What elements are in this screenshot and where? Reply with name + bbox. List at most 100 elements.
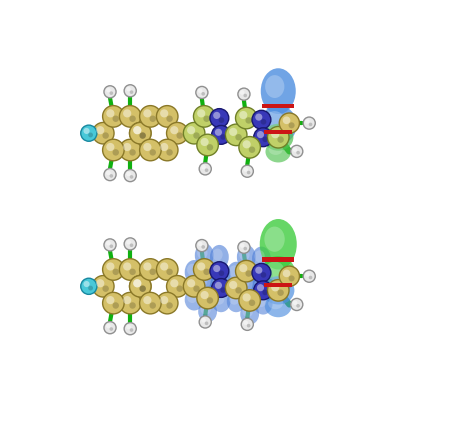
Circle shape [126, 87, 131, 91]
Circle shape [240, 90, 245, 95]
Ellipse shape [198, 272, 217, 296]
Ellipse shape [201, 275, 211, 288]
Circle shape [201, 138, 209, 146]
Circle shape [143, 262, 152, 271]
Circle shape [244, 94, 247, 97]
Circle shape [104, 239, 116, 251]
Circle shape [257, 284, 264, 291]
Circle shape [130, 243, 133, 247]
Circle shape [241, 318, 254, 330]
Circle shape [252, 264, 271, 282]
Circle shape [199, 163, 211, 175]
Ellipse shape [197, 275, 208, 286]
Ellipse shape [195, 243, 214, 267]
Circle shape [255, 114, 263, 121]
Circle shape [197, 109, 205, 118]
Bar [264, 283, 292, 287]
Ellipse shape [256, 296, 266, 307]
Circle shape [210, 262, 229, 281]
Circle shape [197, 287, 219, 309]
Circle shape [243, 320, 248, 325]
Ellipse shape [263, 124, 293, 151]
Bar [262, 104, 294, 108]
Ellipse shape [237, 245, 255, 269]
Ellipse shape [252, 246, 271, 271]
Ellipse shape [198, 301, 217, 323]
Circle shape [235, 134, 242, 140]
Ellipse shape [210, 274, 229, 295]
Circle shape [102, 132, 109, 139]
Ellipse shape [229, 294, 239, 305]
Circle shape [183, 276, 205, 297]
Circle shape [261, 119, 266, 125]
Circle shape [119, 106, 141, 127]
Circle shape [176, 132, 183, 139]
Circle shape [156, 106, 178, 127]
Circle shape [88, 286, 93, 291]
Circle shape [201, 291, 209, 299]
Circle shape [139, 285, 146, 292]
Ellipse shape [239, 249, 250, 260]
Circle shape [239, 111, 247, 119]
Ellipse shape [211, 291, 230, 312]
Circle shape [139, 132, 146, 139]
Circle shape [199, 316, 211, 328]
Circle shape [160, 109, 168, 118]
Circle shape [143, 109, 152, 118]
Ellipse shape [227, 291, 246, 312]
Ellipse shape [240, 274, 259, 298]
Circle shape [203, 269, 210, 275]
Circle shape [83, 281, 90, 287]
Circle shape [240, 243, 245, 248]
Circle shape [220, 287, 226, 293]
Circle shape [283, 116, 291, 124]
Ellipse shape [261, 68, 296, 114]
Circle shape [210, 109, 229, 128]
Bar [264, 130, 292, 134]
Ellipse shape [239, 277, 250, 288]
Circle shape [289, 275, 295, 281]
Circle shape [129, 122, 151, 144]
Ellipse shape [255, 279, 265, 290]
Ellipse shape [262, 276, 294, 305]
Circle shape [254, 281, 273, 300]
Ellipse shape [260, 105, 297, 144]
Circle shape [160, 296, 168, 304]
Circle shape [88, 132, 93, 137]
Circle shape [156, 139, 178, 161]
Circle shape [193, 285, 200, 292]
Circle shape [166, 149, 173, 156]
Circle shape [133, 126, 141, 134]
Circle shape [112, 269, 119, 275]
Circle shape [196, 87, 208, 98]
Circle shape [129, 149, 136, 156]
Ellipse shape [243, 306, 253, 317]
Circle shape [249, 300, 255, 306]
Circle shape [124, 170, 136, 182]
Circle shape [193, 106, 215, 127]
Circle shape [254, 128, 273, 147]
Circle shape [156, 259, 178, 280]
Circle shape [109, 91, 113, 95]
Circle shape [267, 126, 289, 148]
Circle shape [229, 281, 237, 289]
Circle shape [235, 287, 242, 294]
Circle shape [193, 132, 200, 139]
Circle shape [201, 92, 205, 96]
Ellipse shape [256, 268, 266, 280]
Circle shape [279, 266, 300, 286]
Circle shape [205, 168, 209, 172]
Circle shape [106, 88, 110, 92]
Circle shape [166, 276, 188, 297]
Circle shape [219, 117, 224, 123]
Circle shape [124, 323, 136, 335]
Circle shape [106, 109, 114, 118]
Circle shape [215, 128, 222, 136]
Circle shape [246, 271, 252, 277]
Circle shape [249, 146, 255, 153]
Circle shape [126, 172, 131, 176]
Circle shape [238, 88, 250, 100]
Circle shape [241, 165, 254, 177]
Circle shape [149, 149, 156, 156]
Circle shape [140, 292, 161, 314]
